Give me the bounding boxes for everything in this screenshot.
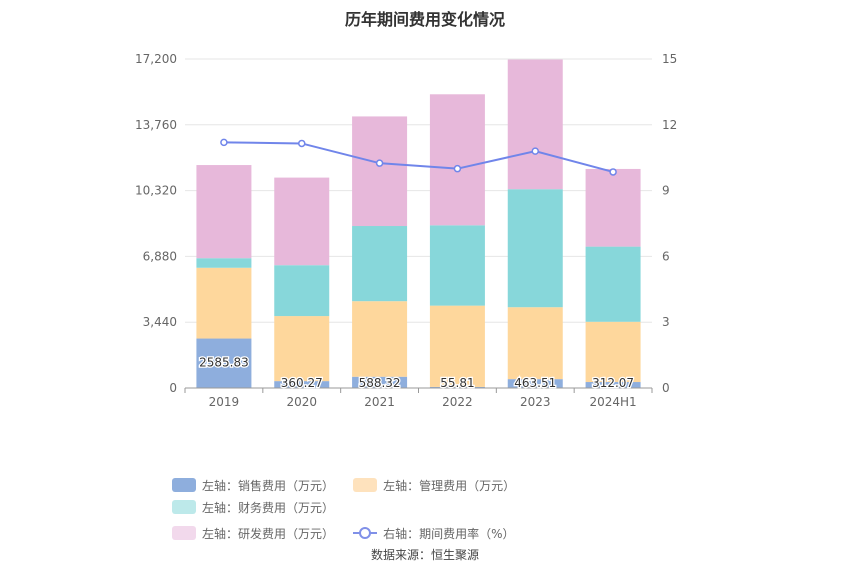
x-tick-label: 2022 [442,395,473,409]
bar-sales-2022 [429,386,485,388]
x-tick-label: 2024H1 [589,395,636,409]
x-axis-ticks: 2019 2020 2021 2022 2023 2024H1 [209,395,637,409]
legend-label-sales: 左轴：销售费用（万元） [202,478,335,493]
bar-admin-2021 [352,301,408,377]
data-labels: 2585.83 360.27 588.32 55.81 463.51 312.07 [198,354,635,391]
legend-swatch-finance [172,500,196,514]
bar-rd-2021 [352,116,408,227]
rate-point [609,168,617,176]
legend-swatch-admin [353,478,378,492]
sales-data-label: 312.07 [592,376,634,390]
bar-admin-2024H1 [585,321,641,383]
legend: 左轴：销售费用（万元） 左轴：管理费用（万元） 左轴：财务费用（万元） 左轴：研… [172,474,692,544]
x-axis [184,387,653,393]
sales-data-label: 55.81 [440,376,474,390]
left-tick-label: 0 [169,381,177,395]
right-tick-label: 0 [662,381,670,395]
x-tick-label: 2020 [286,395,317,409]
x-tick-label: 2021 [364,395,395,409]
left-tick-label: 6,880 [143,249,177,263]
rate-line [223,141,614,173]
bar-sales-2024H1 [585,382,641,388]
legend-item-rate[interactable]: 右轴：期间费用率（%） [353,522,515,544]
right-tick-label: 9 [662,184,670,198]
bar-rd-2019 [196,165,252,259]
right-tick-label: 3 [662,315,670,329]
bar-admin-2022 [429,305,485,387]
bar-admin-2023 [507,307,563,380]
bar-sales-2020 [274,381,330,388]
legend-item-admin[interactable]: 左轴：管理费用（万元） [353,474,515,496]
rate-point [375,159,384,167]
right-tick-label: 12 [662,118,677,132]
legend-swatch-rate [353,526,378,540]
bar-sales-2019 [196,338,252,388]
legend-swatch-rd [172,526,196,540]
left-tick-label: 13,760 [135,118,177,132]
bar-finance-2024H1 [585,246,641,322]
right-tick-label: 6 [662,249,670,263]
sales-data-label: 2585.83 [199,356,249,370]
left-tick-label: 17,200 [135,52,177,66]
left-tick-label: 3,440 [143,315,177,329]
bar-rd-2020 [274,177,330,266]
legend-label-admin: 左轴：管理费用（万元） [383,478,516,493]
bar-admin-2020 [274,316,330,382]
bar-rd-2022 [429,94,485,226]
bar-rd-2024H1 [585,168,641,247]
legend-label-finance: 左轴：财务费用（万元） [202,500,335,515]
sales-data-label: 588.32 [359,376,401,390]
bar-finance-2019 [196,258,252,268]
grid-lines [185,58,652,389]
bar-finance-2023 [507,189,563,308]
bar-stacks [196,59,641,388]
x-tick-label: 2019 [209,395,240,409]
bar-sales-2021 [352,376,408,388]
rate-point [220,138,228,147]
chart-svg: 0 3,440 6,880 10,320 13,760 17,200 0 3 6 9 12 15 2… [135,52,677,409]
legend-label-rate: 右轴：期间费用率（%） [383,526,515,541]
legend-label-rd: 左轴：研发费用（万元） [202,526,335,541]
sales-data-label: 360.27 [281,376,323,390]
legend-item-rd[interactable]: 左轴：研发费用（万元） [172,522,334,544]
left-tick-label: 10,320 [135,184,177,198]
bar-finance-2020 [274,265,330,317]
rate-line-series [220,138,617,176]
rate-point [298,139,306,148]
legend-item-sales[interactable]: 左轴：销售费用（万元） [172,474,334,496]
bar-finance-2022 [429,225,485,306]
rate-point [453,164,462,173]
sales-data-label: 463.51 [514,376,556,390]
rate-point [531,147,539,155]
bar-finance-2021 [352,226,408,302]
bar-admin-2019 [196,267,252,339]
left-axis-ticks: 0 3,440 6,880 10,320 13,760 17,200 [135,52,177,395]
chart-title: 历年期间费用变化情况 [344,10,505,29]
bar-sales-2023 [507,379,563,388]
data-source: 数据来源：恒生聚源 [370,548,479,562]
right-tick-label: 15 [662,52,677,66]
legend-swatch-sales [172,478,196,492]
legend-item-finance[interactable]: 左轴：财务费用（万元） [172,496,334,518]
right-axis-ticks: 0 3 6 9 12 15 [662,52,677,395]
x-tick-label: 2023 [520,395,551,409]
bar-rd-2023 [507,59,563,190]
